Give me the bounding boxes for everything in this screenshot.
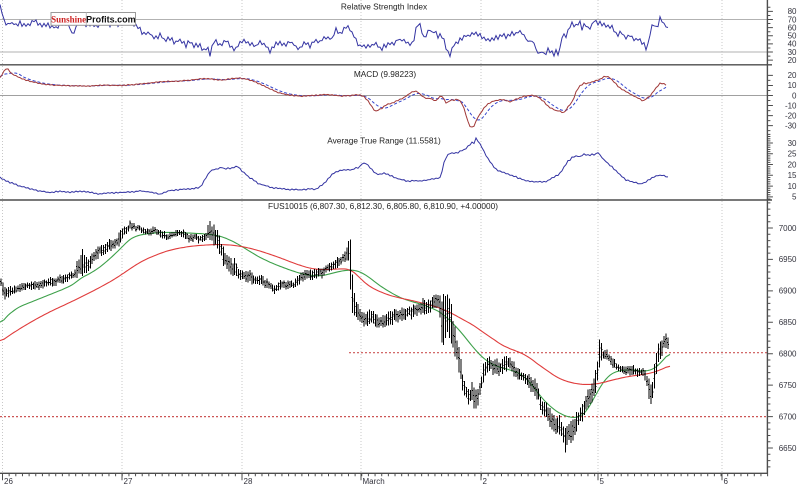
svg-text:20: 20 (788, 160, 797, 169)
svg-text:20: 20 (788, 56, 797, 65)
svg-text:15: 15 (788, 171, 797, 180)
svg-text:6900: 6900 (779, 287, 797, 296)
svg-text:6700: 6700 (779, 412, 797, 421)
svg-text:6750: 6750 (779, 381, 797, 390)
svg-text:30: 30 (788, 48, 797, 57)
svg-text:0: 0 (792, 91, 797, 100)
svg-text:6950: 6950 (779, 255, 797, 264)
svg-text:March: March (363, 477, 385, 485)
svg-text:20: 20 (788, 71, 797, 80)
svg-text:7000: 7000 (779, 224, 797, 233)
svg-text:Sunshine: Sunshine (51, 15, 86, 25)
svg-text:27: 27 (124, 477, 133, 485)
svg-text:Relative Strength Index: Relative Strength Index (341, 1, 428, 11)
svg-text:6800: 6800 (779, 350, 797, 359)
svg-text:80: 80 (788, 7, 797, 16)
svg-text:Average True Range (11.5581): Average True Range (11.5581) (327, 135, 441, 145)
svg-text:28: 28 (244, 477, 253, 485)
svg-text:-30: -30 (785, 122, 797, 131)
svg-text:-10: -10 (785, 101, 797, 110)
svg-text:5: 5 (600, 477, 605, 485)
svg-text:10: 10 (788, 182, 797, 191)
svg-text:2: 2 (483, 477, 488, 485)
svg-text:MACD (9.98223): MACD (9.98223) (354, 69, 416, 79)
svg-text:26: 26 (4, 477, 13, 485)
svg-text:25: 25 (788, 150, 797, 159)
svg-text:50: 50 (788, 32, 797, 41)
svg-text:5: 5 (792, 193, 797, 202)
svg-text:10: 10 (788, 81, 797, 90)
svg-text:6850: 6850 (779, 318, 797, 327)
svg-text:70: 70 (788, 15, 797, 24)
svg-text:40: 40 (788, 40, 797, 49)
svg-text:60: 60 (788, 23, 797, 32)
svg-text:FUS10015 (6,807.30, 6,812.30,: FUS10015 (6,807.30, 6,812.30, 6,805.80, … (268, 201, 498, 211)
svg-text:-20: -20 (785, 111, 797, 120)
svg-text:Profits.com: Profits.com (86, 15, 136, 25)
svg-text:6: 6 (724, 477, 729, 485)
svg-text:6650: 6650 (779, 444, 797, 453)
svg-text:30: 30 (788, 139, 797, 148)
